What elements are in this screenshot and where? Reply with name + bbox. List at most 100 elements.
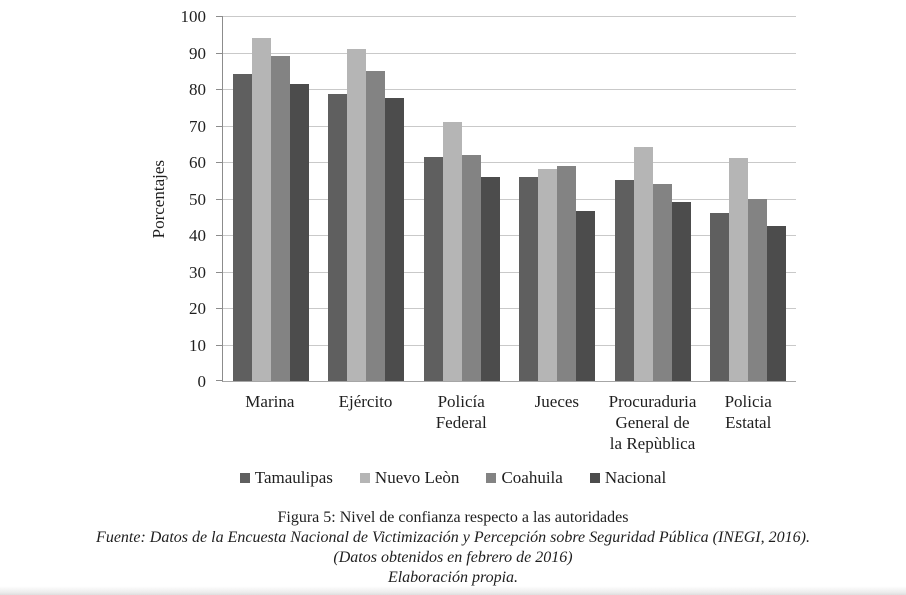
y-tickmark-30 [216, 271, 223, 273]
legend-label-nacional: Nacional [604, 468, 667, 487]
bar-nuevo-le-n-3 [538, 169, 558, 381]
bar-tamaulipas-3 [519, 176, 539, 381]
y-tickmark-70 [216, 125, 223, 127]
gridline-90 [223, 52, 796, 54]
bar-nuevo-le-n-4 [633, 147, 653, 381]
bar-group-5 [701, 17, 797, 381]
gridline-10 [223, 344, 796, 346]
x-axis-label-2: Policía Federal [413, 391, 509, 454]
bar-coahuila-3 [557, 165, 577, 381]
gridline-80 [223, 89, 796, 90]
bar-group-1 [319, 17, 415, 381]
legend-label-tamaulipas: Tamaulipas [254, 468, 333, 487]
bar-nuevo-le-n-0 [251, 37, 271, 381]
x-axis-label-line: Federal [435, 413, 487, 432]
legend-item-coahuila: Coahuila [486, 468, 563, 488]
x-axis-label-line: General de [615, 413, 690, 432]
legend-swatch-tamaulipas [239, 473, 250, 483]
y-tickmark-0 [216, 380, 223, 381]
y-tickmark-100 [216, 16, 223, 17]
bar-coahuila-4 [652, 183, 672, 381]
x-axis-label-line: Marina [245, 392, 295, 411]
gridline-30 [223, 271, 796, 273]
x-axis-label-0: Marina [222, 391, 318, 454]
bar-nuevo-le-n-2 [442, 121, 462, 381]
y-tickmark-10 [216, 344, 223, 346]
bar-nacional-4 [671, 202, 691, 381]
x-axis-label-line: la Repùblica [609, 434, 696, 453]
x-axis-label-4: Procuraduria General de la Repùblica [605, 391, 701, 454]
x-axis-label-1: Ejército [318, 391, 414, 454]
bar-nacional-1 [385, 98, 405, 381]
gridline-60 [223, 162, 796, 163]
bar-coahuila-1 [366, 70, 386, 381]
y-tick-label-20: 20 [189, 299, 206, 318]
y-tick-label-10: 10 [189, 335, 206, 355]
bar-group-0 [223, 17, 319, 381]
x-axis-label-line: Policía [437, 392, 485, 411]
y-tick-label-0: 0 [197, 372, 207, 391]
gridline-70 [223, 125, 796, 127]
bar-coahuila-0 [270, 56, 290, 381]
bar-tamaulipas-4 [614, 180, 634, 381]
bar-nacional-0 [289, 83, 309, 381]
legend-item-nuevo-le-n: Nuevo Leòn [359, 468, 460, 488]
y-tickmark-90 [216, 52, 223, 54]
y-tickmark-60 [216, 162, 223, 163]
chart-legend: Tamaulipas Nuevo Leòn Coahuila Nacional [0, 468, 906, 488]
gridline-40 [223, 235, 796, 236]
page-edge-shadow [0, 586, 906, 595]
caption-note: (Datos obtenidos en febrero de 2016) [333, 549, 573, 566]
bar-nacional-5 [767, 225, 787, 381]
x-axis-labels: Marina Ejército Policía Federal Jueces Procur… [222, 391, 796, 454]
x-axis-label-line: Estatal [725, 413, 772, 432]
y-tick-label-70: 70 [189, 116, 206, 136]
y-tick-label-80: 80 [189, 80, 206, 99]
legend-label-coahuila: Coahuila [501, 468, 563, 487]
bar-group-2 [414, 17, 510, 381]
bar-group-3 [510, 17, 606, 381]
y-tickmark-20 [216, 308, 223, 309]
x-axis-label-line: Procuraduria [608, 392, 697, 411]
legend-swatch-nacional [589, 473, 600, 483]
bar-group-4 [605, 17, 701, 381]
y-tick-label-40: 40 [189, 226, 206, 245]
bar-nuevo-le-n-5 [729, 158, 749, 381]
gridline-20 [223, 308, 796, 309]
legend-item-nacional: Nacional [589, 468, 667, 488]
caption-source: Fuente: Datos de la Encuesta Nacional de… [96, 529, 810, 546]
bar-tamaulipas-1 [328, 94, 348, 381]
legend-swatch-nuevo-le-n [359, 473, 370, 483]
y-tick-label-100: 100 [180, 7, 207, 26]
y-tick-label-50: 50 [189, 189, 206, 209]
gridline-100 [223, 16, 796, 17]
bar-nuevo-le-n-1 [347, 48, 367, 381]
bar-tamaulipas-5 [710, 213, 730, 381]
figure-caption: Figura 5: Nivel de confianza respecto a … [0, 508, 906, 588]
plot-area [216, 16, 796, 382]
y-axis-tick-labels: 0 10 20 30 40 50 60 70 80 90 100 [158, 8, 207, 391]
y-tick-label-90: 90 [189, 43, 206, 63]
bar-groups [223, 17, 796, 381]
x-axis-label-line: Jueces [534, 392, 580, 411]
gridline-50 [223, 198, 796, 200]
bar-tamaulipas-0 [232, 74, 252, 381]
x-axis-label-5: Policia Estatal [700, 391, 796, 454]
x-axis-label-3: Jueces [509, 391, 605, 454]
caption-title: Figura 5: Nivel de confianza respecto a … [277, 509, 629, 526]
y-tickmark-80 [216, 89, 223, 90]
x-axis-label-line: Ejército [338, 392, 393, 411]
bar-coahuila-2 [461, 154, 481, 381]
y-tick-label-30: 30 [189, 262, 206, 282]
y-tick-label-60: 60 [189, 153, 206, 172]
bar-coahuila-5 [748, 198, 768, 381]
legend-swatch-coahuila [486, 473, 497, 483]
caption-credit: Elaboración propia. [387, 569, 519, 586]
y-tickmark-50 [216, 198, 223, 200]
x-axis-label-line: Policia [724, 392, 772, 411]
legend-label-nuevo-le-n: Nuevo Leòn [374, 468, 460, 487]
bar-nacional-3 [576, 211, 596, 381]
bar-nacional-2 [480, 176, 500, 381]
y-tickmark-40 [216, 235, 223, 236]
